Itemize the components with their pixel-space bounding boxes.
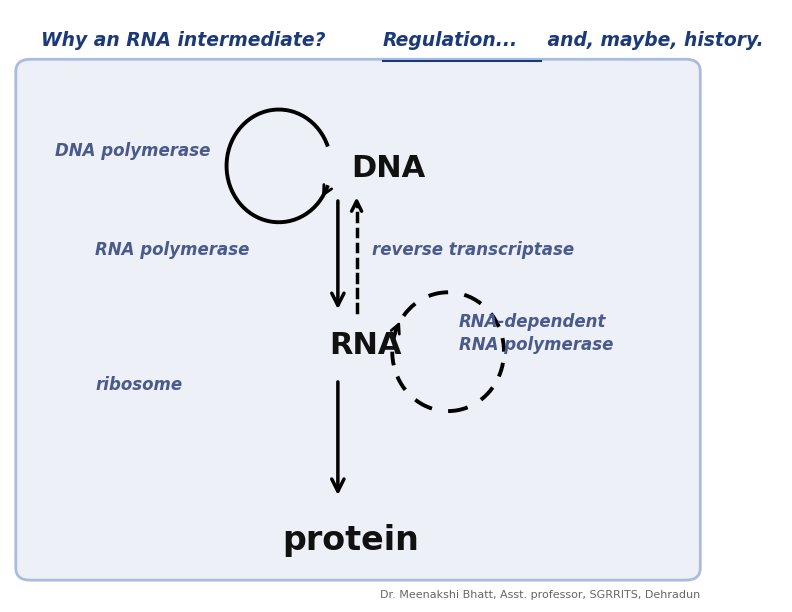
Text: RNA: RNA [329,331,402,360]
Text: RNA-dependent
RNA polymerase: RNA-dependent RNA polymerase [459,313,613,354]
Text: protein: protein [283,524,419,557]
Text: RNA polymerase: RNA polymerase [95,241,249,259]
Text: and, maybe, history.: and, maybe, history. [541,31,763,50]
Text: Regulation...: Regulation... [383,31,518,50]
Text: DNA polymerase: DNA polymerase [55,141,211,160]
Text: reverse transcriptase: reverse transcriptase [372,241,574,259]
Text: ribosome: ribosome [95,376,182,394]
FancyBboxPatch shape [16,59,700,580]
Text: DNA: DNA [351,154,425,184]
Text: Dr. Meenakshi Bhatt, Asst. professor, SGRRITS, Dehradun: Dr. Meenakshi Bhatt, Asst. professor, SG… [380,589,700,600]
Text: Why an RNA intermediate?: Why an RNA intermediate? [41,31,332,50]
